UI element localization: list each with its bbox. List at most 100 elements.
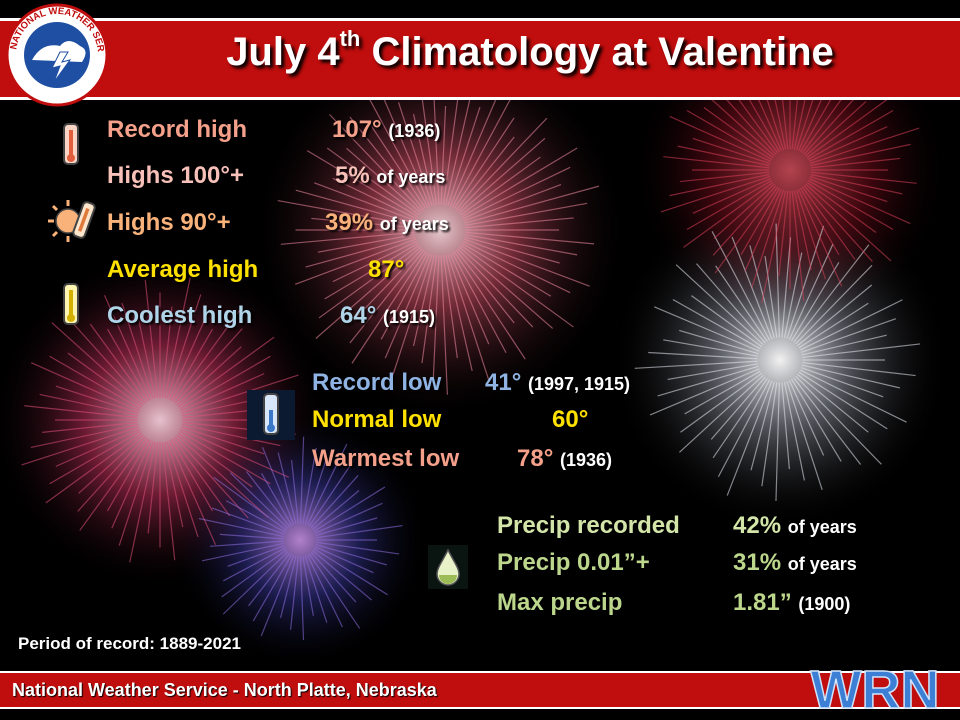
firework-ray [317, 233, 416, 253]
precip-001-label: Precip 0.01”+ [497, 549, 650, 576]
thermometer-cold-icon [247, 390, 295, 440]
firework-ray [462, 240, 571, 294]
firework-ray [181, 426, 265, 455]
firework-ray [805, 183, 892, 262]
firework-ray [726, 380, 773, 496]
firework-ray [679, 374, 764, 453]
firework-ray [696, 263, 766, 344]
firework-ray [803, 185, 873, 262]
coolest-high-label: Coolest high [107, 302, 253, 329]
firework-ray [219, 533, 284, 540]
firework-ray [712, 185, 777, 256]
firework-ray [24, 405, 138, 419]
highs-90-value: 39% of years [325, 209, 449, 236]
firework-ray [750, 381, 775, 471]
firework-ray [667, 363, 758, 381]
firework-ray [712, 378, 768, 459]
firework-ray [313, 486, 386, 532]
firework-ray [260, 473, 293, 527]
firework-ray [749, 245, 775, 339]
firework-ray [677, 145, 770, 167]
firework-ray [464, 233, 578, 256]
firework-ray [663, 156, 770, 169]
firework-ray [308, 459, 355, 527]
firework-ray [791, 262, 840, 342]
highs-100-label: Highs 100°+ [107, 162, 244, 189]
firework-ray [740, 187, 781, 256]
firework-ray [783, 381, 806, 481]
firework-ray [129, 441, 156, 563]
firework-ray [692, 177, 772, 214]
firework-ray [809, 175, 888, 203]
precip-recorded-label: Precip recorded [497, 512, 680, 539]
average-high-value: 87° [368, 256, 405, 283]
firework-ray [174, 436, 249, 519]
firework-ray [299, 436, 305, 524]
firework-ray [810, 171, 917, 184]
thermometer-yellow-icon [63, 283, 79, 325]
firework-ray [209, 540, 284, 547]
firework-ray [179, 355, 271, 410]
firework-ray [669, 173, 770, 197]
firework-ray [807, 179, 894, 231]
firework-ray [361, 84, 429, 208]
firework-ray [714, 186, 779, 274]
firework-ray [421, 255, 438, 364]
wrn-logo: WRN [810, 662, 940, 718]
firework-ray [42, 421, 138, 433]
firework-ray [801, 364, 900, 389]
firework-ray [801, 334, 887, 356]
firework-ray [442, 255, 458, 359]
max-precip-value: 1.81” (1900) [733, 589, 851, 616]
firework-ray [669, 115, 772, 163]
firework-ray [329, 114, 423, 212]
firework-ray [775, 382, 780, 501]
firework-ray [775, 223, 780, 338]
firework-ray [800, 318, 897, 354]
warmest-low-label: Warmest low [312, 445, 460, 472]
firework-ray [181, 374, 299, 414]
firework-ray [30, 424, 139, 449]
firework-ray [432, 255, 440, 380]
firework-ray [391, 254, 433, 378]
firework-ray [310, 475, 359, 529]
firework-ray [49, 430, 141, 485]
firework-ray [806, 181, 877, 234]
firework-ray [349, 116, 425, 211]
firework-ray [711, 231, 771, 341]
firework-ray [302, 447, 317, 524]
firework-ray [279, 555, 297, 619]
firework-ray [106, 439, 150, 512]
firework-ray [324, 242, 419, 300]
warmest-low-value: 78° (1936) [517, 445, 612, 472]
firework-ray [744, 188, 783, 272]
firework-ray [351, 250, 427, 364]
firework-ray [453, 117, 515, 210]
firework-ray [691, 295, 763, 348]
firework-ray [326, 147, 420, 216]
firework-ray [793, 244, 870, 343]
firework-ray [731, 236, 773, 340]
firework-ray [465, 217, 574, 229]
firework-ray [433, 90, 440, 205]
firework-ray [649, 368, 760, 416]
firework-ray [294, 238, 417, 285]
firework-ray [306, 150, 419, 218]
firework-ray [663, 339, 758, 357]
firework-ray [795, 189, 827, 280]
firework-ray [252, 553, 293, 622]
sun-thermometer-icon [48, 200, 96, 242]
firework-ray [634, 360, 758, 369]
firework-ray [809, 127, 920, 165]
firework-ray [315, 517, 378, 537]
firework-ray [227, 545, 285, 567]
firework-ray [225, 500, 286, 533]
firework-ray [795, 264, 873, 345]
record-high-label: Record high [107, 116, 248, 143]
raindrop-icon [428, 545, 468, 589]
firework-ray [261, 446, 295, 525]
firework-ray [314, 182, 417, 222]
firework-ray [161, 442, 176, 561]
firework-ray [147, 442, 159, 534]
firework-ray [453, 250, 526, 360]
